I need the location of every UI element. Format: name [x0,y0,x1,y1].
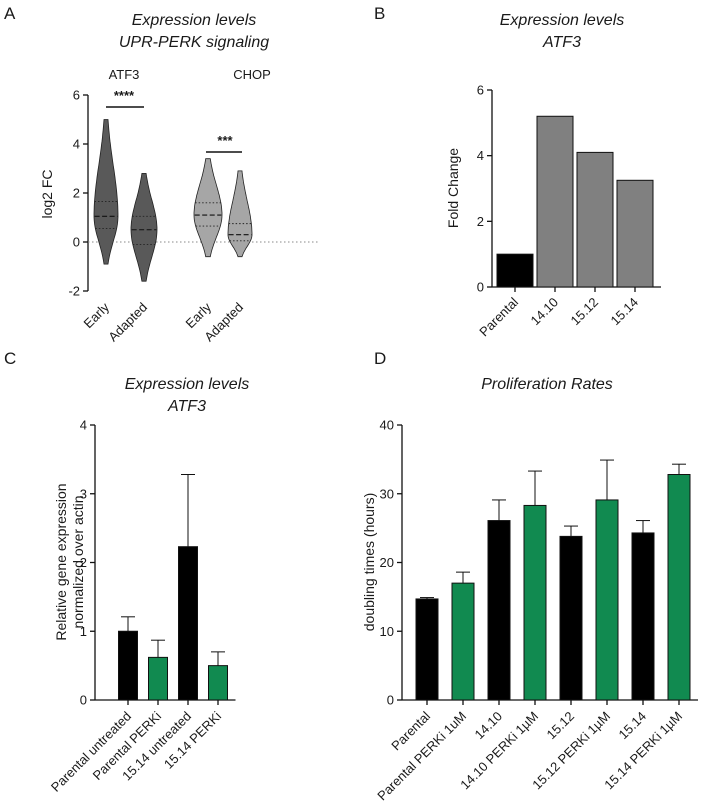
panel-b-y-tick-label: 6 [477,83,484,98]
violin-atf3-early [93,119,119,265]
panel-a-y-tick-label: -2 [68,284,80,299]
panel-b-x-label: 15.12 [568,295,602,329]
panel-d-y-tick-label: 20 [380,555,394,570]
panel-c-subtitle: ATF3 [167,398,206,415]
panel-a-y-tick-label: 0 [73,235,80,250]
panel-d-y-tick-label: 30 [380,486,394,501]
panel-d-x-label: 15.14 [616,709,650,743]
panel-d-x-label: 15.12 [544,709,578,743]
panel-letter-b: B [374,4,385,23]
panel-c-ylabel: Relative gene expression [53,483,69,640]
panel-c-bar [178,546,198,701]
panel-b-y-tick-label: 2 [477,214,484,229]
panel-d-bar [487,520,511,701]
violin-chop-early [193,158,223,258]
panel-d-y-tick-label: 10 [380,624,394,639]
panel-b-y-tick-label: 0 [477,280,484,295]
panel-a-group-label-atf3: ATF3 [109,67,140,82]
panel-d-bar [559,535,583,701]
panel-b-x-label: 14.10 [528,295,562,329]
panel-a-y-tick-label: 6 [73,88,80,103]
panel-d-bar [631,532,655,701]
panel-b-ylabel: Fold Change [445,148,461,228]
panel-c-ylabel-2: normalized over actin [70,495,86,628]
panel-c-y-tick-label: 4 [80,418,87,433]
panel-c-y-tick-label: 2 [80,555,87,570]
panel-d-bar [523,504,547,701]
panel-a-group-label-chop: CHOP [233,67,271,82]
panel-c-y-tick-label: 0 [80,693,87,708]
panel-c-title: Expression levels [125,376,250,393]
panel-d-y-tick-label: 0 [387,693,394,708]
panel-b-x-label: 15.14 [608,295,642,329]
panel-d-bar [415,598,439,701]
panel-b-bar [496,253,534,288]
panel-a-y-tick-label: 2 [73,186,80,201]
panel-d-bar [451,582,475,701]
panel-c-y-tick-label: 3 [80,486,87,501]
panel-c-y-tick-label: 1 [80,624,87,639]
panel-letter-a: A [4,4,16,23]
panel-a-x-label: Adapted [105,300,150,345]
panel-b-y-tick-label: 4 [477,148,484,163]
panel-b-x-label: Parental [476,294,521,339]
panel-letter-c: C [4,349,16,368]
panel-a-subtitle: UPR-PERK signaling [119,34,269,51]
panel-a-significance-atf3: **** [114,88,135,103]
panel-a-x-label: Early [81,299,113,331]
panel-d-title: Proliferation Rates [481,376,613,393]
panel-b-bar [616,179,654,288]
panel-a-significance-chop: *** [217,133,233,148]
panel-b-subtitle: ATF3 [542,34,581,51]
panel-d-x-label: 14.10 [472,709,506,743]
panel-d-ylabel: doubling times (hours) [361,493,377,632]
panel-d-y-tick-label: 40 [380,418,394,433]
panel-c-bar [208,665,228,701]
panel-a-ylabel: log2 FC [39,169,55,218]
panel-a-y-tick-label: 4 [73,137,80,152]
panel-c-bar [118,630,138,701]
panel-letter-d: D [374,349,386,368]
violin-atf3-adapted [130,173,158,282]
panel-b-title: Expression levels [500,12,625,29]
violin-chop-adapted [227,170,253,258]
panel-b-bar [536,115,574,288]
panel-c-bar [148,656,168,701]
panel-d-bar [595,499,619,701]
panel-d-bar [667,474,691,701]
panel-a-title: Expression levels [132,12,257,29]
panel-b-bar [576,151,614,288]
